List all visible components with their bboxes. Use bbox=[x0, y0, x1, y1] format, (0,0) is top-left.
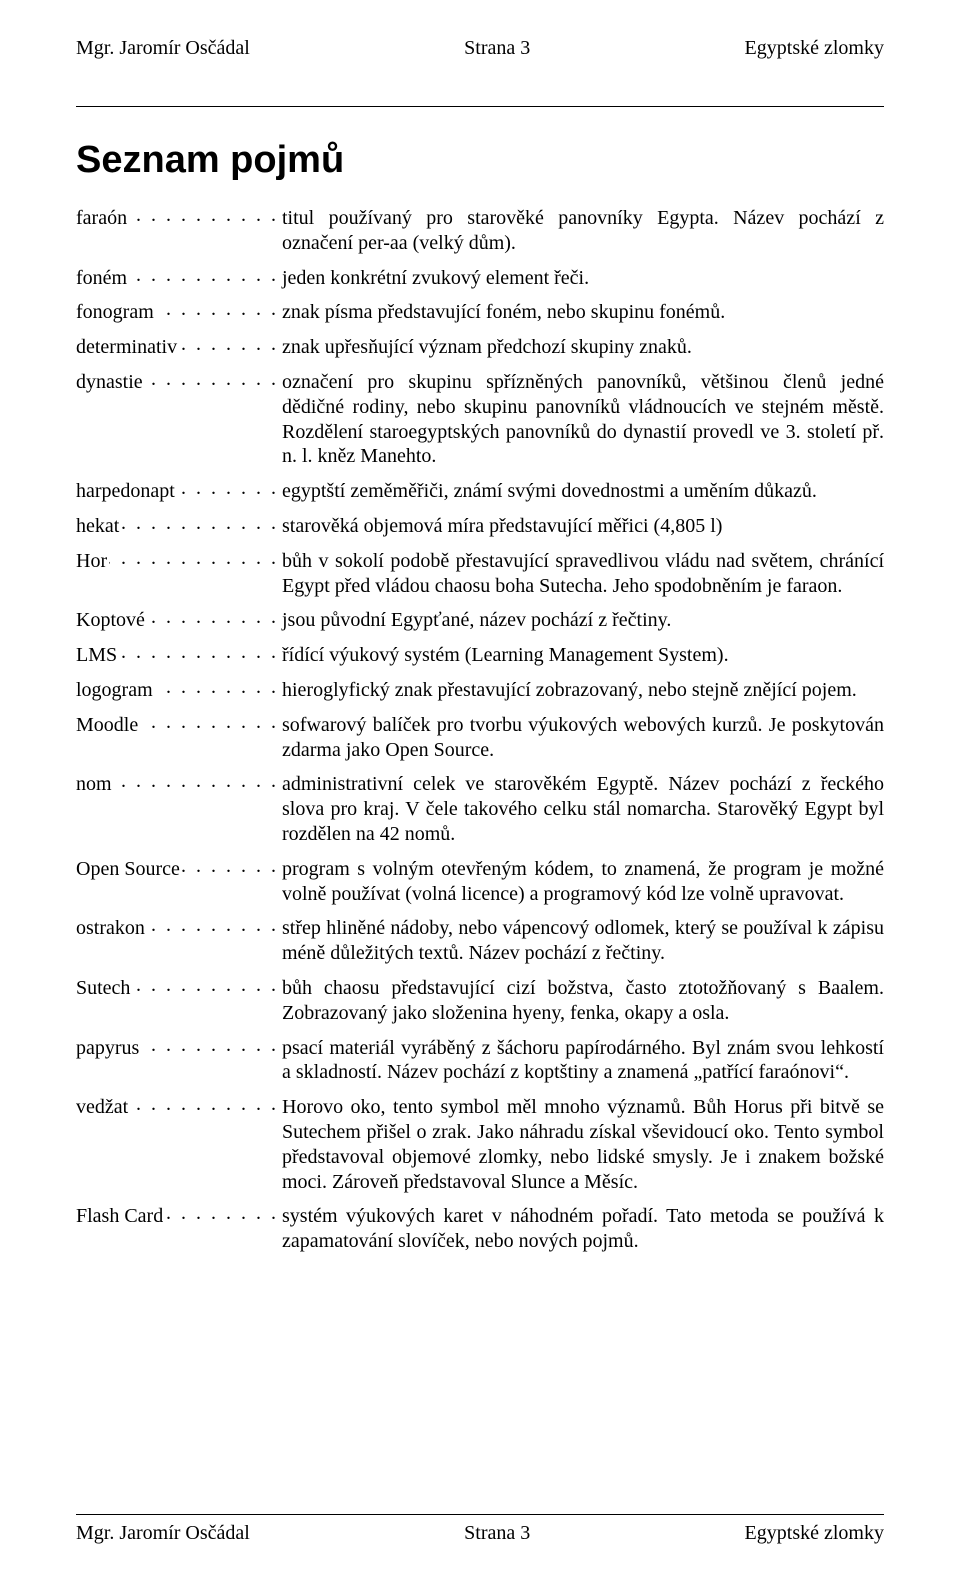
glossary-entry: . . . . . . . . . . . . . . . . . . . . … bbox=[76, 857, 884, 907]
glossary-term: LMS bbox=[76, 644, 119, 666]
glossary-entry: . . . . . . . . . . . . . . . . . . . . … bbox=[76, 206, 884, 256]
glossary-definition: znak písma představující foném, nebo sku… bbox=[280, 300, 884, 325]
header-left: Mgr. Jaromír Osčádal bbox=[76, 36, 250, 60]
glossary-list: . . . . . . . . . . . . . . . . . . . . … bbox=[76, 206, 884, 1264]
glossary-definition: egyptští zeměměřiči, známí svými dovedno… bbox=[280, 479, 884, 504]
glossary-definition: titul používaný pro starověké panovníky … bbox=[280, 206, 884, 256]
page-header: Mgr. Jaromír Osčádal Strana 3 Egyptské z… bbox=[76, 36, 884, 60]
term-column: . . . . . . . . . . . . . . . . . . . . … bbox=[76, 713, 280, 738]
term-column: . . . . . . . . . . . . . . . . . . . . … bbox=[76, 514, 280, 539]
glossary-definition: starověká objemová míra představující mě… bbox=[280, 514, 884, 539]
glossary-term: vedžat bbox=[76, 1096, 130, 1118]
term-column: . . . . . . . . . . . . . . . . . . . . … bbox=[76, 916, 280, 941]
glossary-entry: . . . . . . . . . . . . . . . . . . . . … bbox=[76, 1036, 884, 1086]
glossary-definition: jsou původní Egypťané, název pochází z ř… bbox=[280, 608, 884, 633]
glossary-term: Moodle bbox=[76, 714, 140, 736]
term-column: . . . . . . . . . . . . . . . . . . . . … bbox=[76, 1095, 280, 1120]
glossary-definition: bůh v sokolí podobě přestavující spraved… bbox=[280, 549, 884, 599]
term-column: . . . . . . . . . . . . . . . . . . . . … bbox=[76, 857, 280, 882]
term-column: . . . . . . . . . . . . . . . . . . . . … bbox=[76, 643, 280, 668]
term-column: . . . . . . . . . . . . . . . . . . . . … bbox=[76, 206, 280, 231]
term-column: . . . . . . . . . . . . . . . . . . . . … bbox=[76, 370, 280, 395]
glossary-term: logogram bbox=[76, 679, 155, 701]
glossary-definition: psací materiál vyráběný z šáchoru papíro… bbox=[280, 1036, 884, 1086]
header-rule bbox=[76, 106, 884, 107]
glossary-entry: . . . . . . . . . . . . . . . . . . . . … bbox=[76, 976, 884, 1026]
page: Mgr. Jaromír Osčádal Strana 3 Egyptské z… bbox=[0, 0, 960, 1575]
glossary-term: Flash Card bbox=[76, 1205, 165, 1227]
glossary-entry: . . . . . . . . . . . . . . . . . . . . … bbox=[76, 713, 884, 763]
glossary-entry: . . . . . . . . . . . . . . . . . . . . … bbox=[76, 1204, 884, 1254]
glossary-definition: jeden konkrétní zvukový element řeči. bbox=[280, 266, 884, 291]
glossary-definition: program s volným otevřeným kódem, to zna… bbox=[280, 857, 884, 907]
glossary-term: hekat bbox=[76, 515, 121, 537]
term-column: . . . . . . . . . . . . . . . . . . . . … bbox=[76, 266, 280, 291]
glossary-entry: . . . . . . . . . . . . . . . . . . . . … bbox=[76, 335, 884, 360]
glossary-definition: řídící výukový systém (Learning Manageme… bbox=[280, 643, 884, 668]
glossary-definition: označení pro skupinu spřízněných panovní… bbox=[280, 370, 884, 469]
term-column: . . . . . . . . . . . . . . . . . . . . … bbox=[76, 1036, 280, 1061]
glossary-definition: bůh chaosu představující cizí božstva, č… bbox=[280, 976, 884, 1026]
glossary-entry: . . . . . . . . . . . . . . . . . . . . … bbox=[76, 514, 884, 539]
glossary-term: Sutech bbox=[76, 977, 132, 999]
glossary-entry: . . . . . . . . . . . . . . . . . . . . … bbox=[76, 678, 884, 703]
glossary-term: dynastie bbox=[76, 371, 145, 393]
footer-right: Egyptské zlomky bbox=[745, 1521, 884, 1545]
footer-left: Mgr. Jaromír Osčádal bbox=[76, 1521, 250, 1545]
glossary-term: ostrakon bbox=[76, 917, 147, 939]
glossary-definition: systém výukových karet v náhodném pořadí… bbox=[280, 1204, 884, 1254]
glossary-term: harpedonapt bbox=[76, 480, 177, 502]
glossary-term: fonogram bbox=[76, 301, 156, 323]
glossary-entry: . . . . . . . . . . . . . . . . . . . . … bbox=[76, 772, 884, 846]
term-column: . . . . . . . . . . . . . . . . . . . . … bbox=[76, 549, 280, 574]
term-column: . . . . . . . . . . . . . . . . . . . . … bbox=[76, 772, 280, 797]
glossary-entry: . . . . . . . . . . . . . . . . . . . . … bbox=[76, 479, 884, 504]
page-footer: Mgr. Jaromír Osčádal Strana 3 Egyptské z… bbox=[76, 1514, 884, 1545]
term-column: . . . . . . . . . . . . . . . . . . . . … bbox=[76, 608, 280, 633]
term-column: . . . . . . . . . . . . . . . . . . . . … bbox=[76, 335, 280, 360]
glossary-entry: . . . . . . . . . . . . . . . . . . . . … bbox=[76, 300, 884, 325]
term-column: . . . . . . . . . . . . . . . . . . . . … bbox=[76, 678, 280, 703]
glossary-term: Koptové bbox=[76, 609, 147, 631]
term-column: . . . . . . . . . . . . . . . . . . . . … bbox=[76, 300, 280, 325]
glossary-term: Open Source bbox=[76, 858, 182, 880]
term-column: . . . . . . . . . . . . . . . . . . . . … bbox=[76, 479, 280, 504]
glossary-definition: střep hliněné nádoby, nebo vápencový odl… bbox=[280, 916, 884, 966]
glossary-entry: . . . . . . . . . . . . . . . . . . . . … bbox=[76, 370, 884, 469]
glossary-definition: hieroglyfický znak přestavující zobrazov… bbox=[280, 678, 884, 703]
glossary-definition: znak upřesňující význam předchozí skupin… bbox=[280, 335, 884, 360]
glossary-entry: . . . . . . . . . . . . . . . . . . . . … bbox=[76, 643, 884, 668]
glossary-entry: . . . . . . . . . . . . . . . . . . . . … bbox=[76, 266, 884, 291]
term-column: . . . . . . . . . . . . . . . . . . . . … bbox=[76, 1204, 280, 1229]
glossary-term: Hor bbox=[76, 550, 109, 572]
glossary-entry: . . . . . . . . . . . . . . . . . . . . … bbox=[76, 916, 884, 966]
glossary-term: faraón bbox=[76, 207, 129, 229]
page-title: Seznam pojmů bbox=[76, 139, 884, 182]
glossary-definition: administrativní celek ve starověkém Egyp… bbox=[280, 772, 884, 846]
glossary-term: determinativ bbox=[76, 336, 179, 358]
glossary-entry: . . . . . . . . . . . . . . . . . . . . … bbox=[76, 549, 884, 599]
glossary-term: foném bbox=[76, 267, 129, 289]
glossary-definition: Horovo oko, tento symbol měl mnoho význa… bbox=[280, 1095, 884, 1194]
header-center: Strana 3 bbox=[464, 36, 530, 60]
term-column: . . . . . . . . . . . . . . . . . . . . … bbox=[76, 976, 280, 1001]
glossary-term: papyrus bbox=[76, 1037, 141, 1059]
glossary-entry: . . . . . . . . . . . . . . . . . . . . … bbox=[76, 608, 884, 633]
glossary-term: nom bbox=[76, 773, 114, 795]
glossary-entry: . . . . . . . . . . . . . . . . . . . . … bbox=[76, 1095, 884, 1194]
header-right: Egyptské zlomky bbox=[745, 36, 884, 60]
footer-center: Strana 3 bbox=[464, 1521, 530, 1545]
glossary-definition: sofwarový balíček pro tvorbu výukových w… bbox=[280, 713, 884, 763]
